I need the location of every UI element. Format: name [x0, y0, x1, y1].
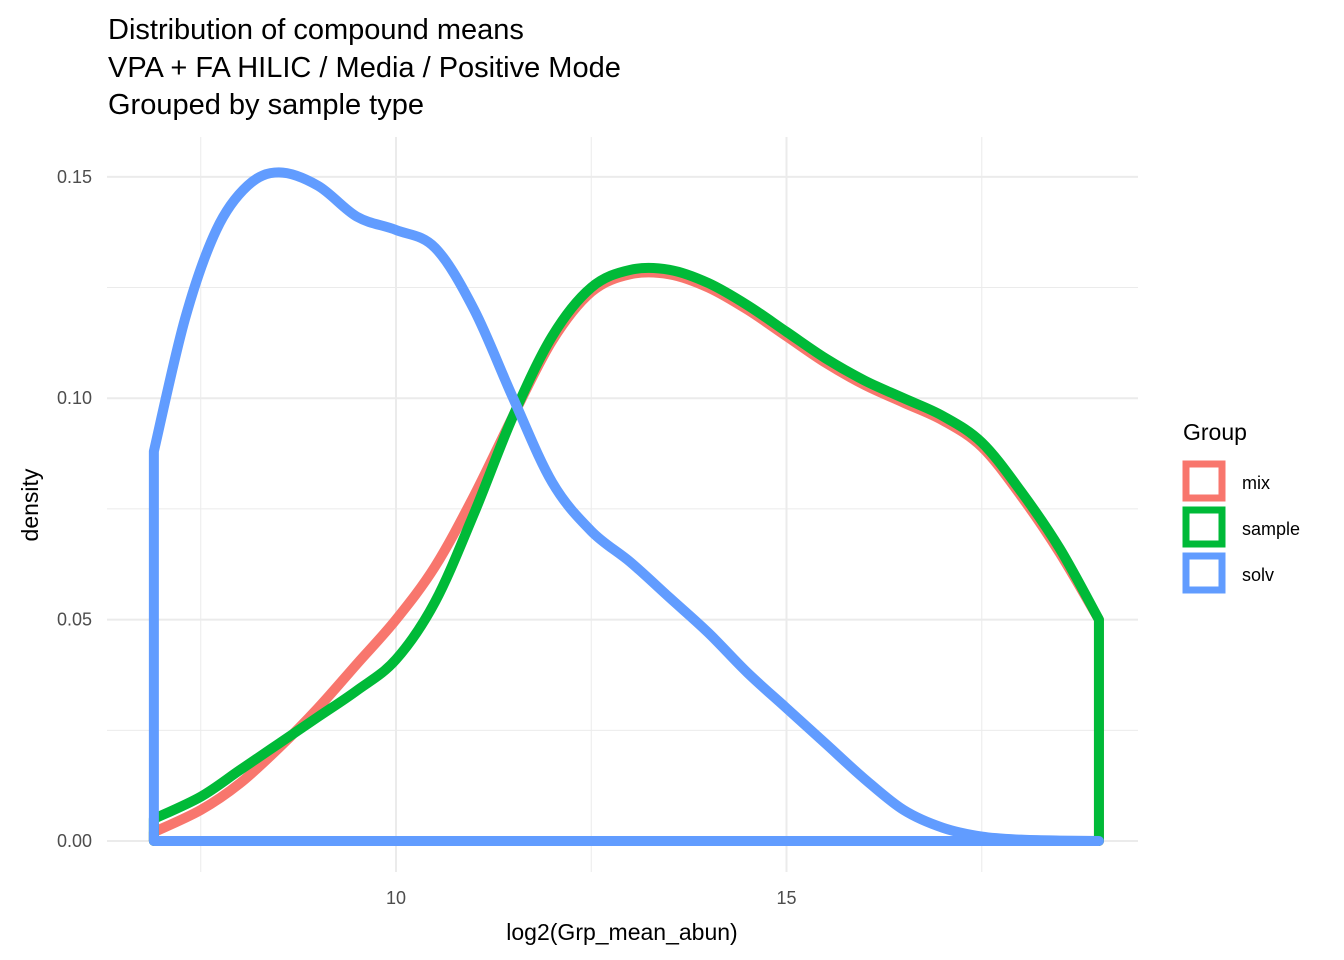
y-tick-label: 0.15 [57, 167, 92, 187]
chart-title: Distribution of compound means VPA + FA … [108, 12, 621, 125]
y-tick-labels: 0.00 0.05 0.10 0.15 [57, 167, 92, 851]
legend-key-solv [1182, 552, 1226, 594]
y-tick-label: 0.05 [57, 610, 92, 630]
legend-label-sample: sample [1242, 519, 1300, 539]
y-tick-label: 0.10 [57, 388, 92, 408]
x-tick-label: 10 [386, 888, 406, 908]
x-tick-labels: 10 15 [386, 888, 797, 908]
legend-label-solv: solv [1242, 565, 1274, 585]
title-line-2: VPA + FA HILIC / Media / Positive Mode [108, 51, 621, 84]
series-layer [148, 167, 1104, 847]
grid-minor [107, 137, 1138, 872]
y-tick-label: 0.00 [57, 831, 92, 851]
legend-title: Group [1183, 419, 1247, 445]
title-line-3: Grouped by sample type [108, 89, 424, 121]
x-tick-label: 15 [777, 888, 797, 908]
legend-label-mix: mix [1242, 473, 1270, 493]
legend: Group mix sample solv [1182, 419, 1300, 594]
series-solv-line [148, 167, 1104, 847]
legend-key-mix [1182, 460, 1226, 502]
series-sample-line [148, 262, 1104, 847]
legend-key-sample [1182, 506, 1226, 548]
x-axis-title: log2(Grp_mean_abun) [506, 919, 737, 945]
y-axis-title: density [17, 468, 43, 541]
title-line-1: Distribution of compound means [108, 14, 524, 46]
